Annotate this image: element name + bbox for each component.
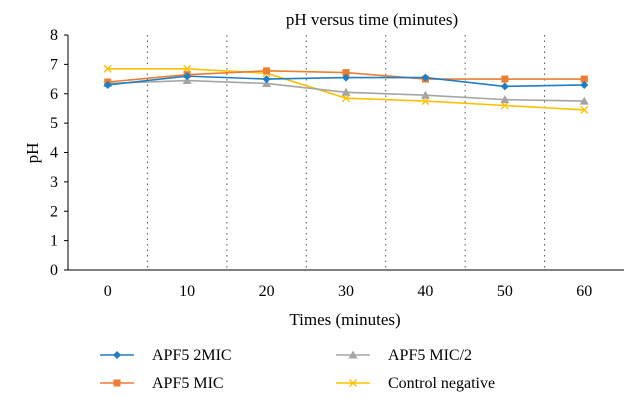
data-point-x	[421, 97, 430, 106]
y-tick-label: 2	[50, 203, 58, 220]
y-tick-label: 8	[50, 27, 58, 44]
x-tick-label: 30	[338, 283, 354, 300]
y-tick-label: 6	[50, 86, 58, 103]
data-point-square	[263, 67, 271, 75]
data-point-square	[580, 75, 588, 83]
legend-item: APF5 MIC/2	[336, 347, 472, 364]
data-point-square	[501, 75, 509, 83]
legend-label: APF5 2MIC	[152, 347, 232, 364]
legend-item: APF5 MIC	[100, 375, 224, 392]
data-point-x	[342, 94, 350, 103]
data-point-diamond	[183, 72, 192, 81]
x-tick-label: 50	[497, 283, 513, 300]
data-point-diamond	[103, 80, 112, 89]
data-point-triangle	[579, 96, 589, 105]
series-apf5-2mic	[103, 72, 589, 91]
y-tick-label: 1	[50, 233, 58, 250]
y-tick-label: 5	[50, 115, 58, 132]
series-control-negative	[103, 64, 589, 114]
axes	[64, 34, 624, 271]
data-point-triangle	[341, 87, 351, 96]
gridlines	[146, 35, 546, 270]
legend: APF5 2MIC APF5 MIC/2 APF5 MIC Control negat…	[100, 347, 495, 392]
data-point-x	[183, 64, 192, 73]
x-axis-label: Times (minutes)	[289, 310, 400, 329]
x-tick-label: 40	[417, 283, 433, 300]
x-tick-label: 0	[104, 283, 112, 300]
y-tick-labels: 0 1 2 3 4 5 6 7 8	[50, 27, 58, 279]
chart-title: pH versus time (minutes)	[286, 10, 458, 29]
y-tick-label: 0	[50, 262, 58, 279]
data-point-diamond	[421, 73, 430, 82]
y-axis-label: pH	[23, 143, 42, 164]
data-point-diamond	[113, 351, 121, 359]
legend-item: Control negative	[336, 375, 495, 392]
legend-label: Control negative	[388, 375, 495, 392]
data-point-square	[342, 69, 350, 77]
x-tick-label: 20	[259, 283, 275, 300]
series-group	[103, 64, 589, 114]
y-tick-label: 3	[50, 174, 58, 191]
data-point-x	[349, 379, 357, 387]
data-point-x	[580, 105, 589, 114]
data-point-diamond	[262, 75, 271, 84]
data-point-diamond	[342, 73, 350, 82]
legend-label: APF5 MIC/2	[388, 347, 472, 364]
data-point-triangle	[348, 350, 358, 359]
data-point-square	[113, 379, 121, 387]
y-tick-label: 7	[50, 56, 58, 73]
x-tick-label: 10	[179, 283, 195, 300]
data-point-triangle	[500, 95, 510, 104]
data-point-diamond	[500, 82, 509, 91]
y-tick-label: 4	[50, 145, 58, 162]
data-point-x	[103, 64, 112, 73]
x-tick-label: 60	[576, 283, 592, 300]
data-point-diamond	[580, 80, 589, 89]
data-point-x	[500, 101, 509, 110]
legend-item: APF5 2MIC	[100, 347, 232, 364]
x-tick-labels: 0 10 20 30 40 50 60	[104, 283, 593, 300]
legend-label: APF5 MIC	[152, 375, 224, 392]
data-point-triangle	[420, 90, 430, 99]
